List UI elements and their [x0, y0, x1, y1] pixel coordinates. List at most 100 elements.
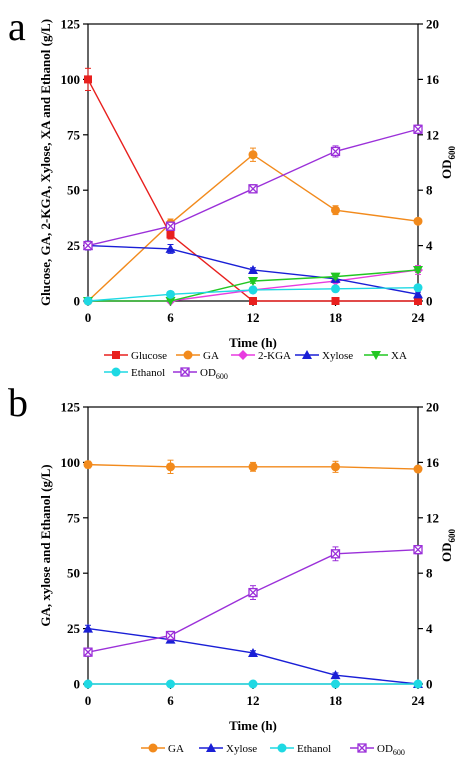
legend-item: Ethanol [270, 743, 331, 755]
x-tick-label: 24 [412, 693, 426, 708]
y-left-axis-title: Glucose, GA, 2-KGA, Xylose, XA and Ethan… [38, 19, 53, 306]
x-tick-label: 18 [329, 693, 343, 708]
data-point [330, 670, 341, 680]
marker-cross [331, 146, 340, 156]
data-point [413, 679, 423, 689]
data-point [413, 289, 423, 299]
data-point [414, 297, 422, 305]
legend-item: Xylose [295, 350, 353, 362]
legend-label-main: 2-KGA [258, 350, 291, 362]
legend-label: Glucose [131, 350, 167, 362]
x-tick-label: 18 [329, 310, 343, 325]
y-right-tick-label: 8 [426, 566, 433, 581]
data-point [248, 679, 258, 689]
legend-marker [112, 351, 120, 359]
data-point [248, 462, 258, 472]
legend-item: OD600 [173, 367, 228, 381]
data-point [413, 265, 423, 275]
legend-item: GA [141, 743, 184, 755]
legend-marker [148, 743, 158, 753]
y-left-tick-label: 25 [67, 621, 81, 636]
data-point [330, 146, 341, 157]
legend-label-main: Xylose [322, 350, 353, 362]
legend-marker [111, 367, 121, 377]
series-ga [83, 147, 423, 306]
legend-label: GA [203, 350, 219, 362]
x-tick-label: 6 [167, 693, 174, 708]
y-left-tick-label: 125 [61, 17, 81, 32]
marker-cross [331, 549, 340, 559]
legend-marker [277, 743, 287, 753]
series-od [83, 545, 423, 657]
series-xylose [83, 623, 423, 688]
legend-item: 2-KGA [231, 350, 291, 362]
data-point [83, 679, 93, 689]
y-right-tick-label: 0 [426, 294, 433, 309]
data-point [331, 462, 340, 472]
marker-cross [166, 221, 175, 231]
legend-label-main: OD [200, 367, 216, 379]
y-left-tick-label: 50 [67, 183, 80, 198]
data-point [248, 264, 258, 274]
marker-cross [357, 743, 367, 753]
data-point [248, 184, 258, 194]
legend-label-sub: 600 [393, 748, 405, 757]
x-tick-label: 24 [412, 310, 426, 325]
data-point [166, 679, 175, 689]
data-point [248, 587, 258, 598]
legend-marker [371, 351, 381, 360]
data-point [83, 647, 93, 657]
marker-cross [166, 631, 175, 640]
data-point [413, 283, 423, 293]
series-line [87, 548, 419, 653]
legend-label: OD600 [200, 367, 228, 381]
y-right-axis-title-main: OD [439, 543, 454, 563]
y-right-tick-label: 4 [426, 621, 433, 636]
data-point [248, 647, 258, 657]
data-point [331, 297, 340, 305]
data-point [331, 679, 340, 689]
data-point [84, 75, 92, 84]
legend-label-main: Glucose [131, 350, 167, 362]
legend-label-main: Ethanol [297, 743, 331, 755]
x-tick-label: 6 [167, 310, 174, 325]
data-point [330, 272, 341, 282]
legend-label-main: GA [168, 743, 184, 755]
y-right-axis-title: OD600 [439, 529, 457, 563]
data-point [413, 216, 423, 226]
marker-cross [248, 184, 258, 194]
y-right-axis-title: OD600 [439, 146, 457, 180]
legend-label: GA [168, 743, 184, 755]
legend-marker [357, 743, 367, 753]
legend-label-main: OD [377, 743, 393, 755]
legend-label: XA [391, 350, 407, 362]
y-left-tick-label: 25 [67, 238, 81, 253]
y-left-tick-label: 75 [67, 510, 81, 525]
y-right-axis-title-sub: 600 [447, 146, 457, 160]
y-left-tick-label: 0 [74, 294, 81, 309]
data-point [83, 296, 93, 306]
marker-cross [180, 367, 190, 377]
legend-label-main: Xylose [226, 743, 257, 755]
x-tick-label: 12 [247, 693, 260, 708]
legend-label: Ethanol [131, 367, 165, 379]
y-left-tick-label: 125 [61, 400, 81, 415]
y-right-tick-label: 8 [426, 183, 433, 198]
y-right-tick-label: 16 [426, 72, 440, 87]
data-point [165, 630, 176, 641]
legend-item: XA [364, 350, 407, 362]
legend-label-main: Ethanol [131, 367, 165, 379]
legend-label: Xylose [322, 350, 353, 362]
data-point [248, 150, 258, 160]
marker-cross [83, 241, 93, 251]
data-point [83, 460, 93, 470]
legend-label: OD600 [377, 743, 405, 757]
panel-letter: a [8, 4, 26, 49]
x-axis-title: Time (h) [229, 335, 277, 350]
legend-label-sub: 600 [216, 372, 228, 381]
data-point [165, 297, 176, 306]
data-point [331, 205, 340, 215]
